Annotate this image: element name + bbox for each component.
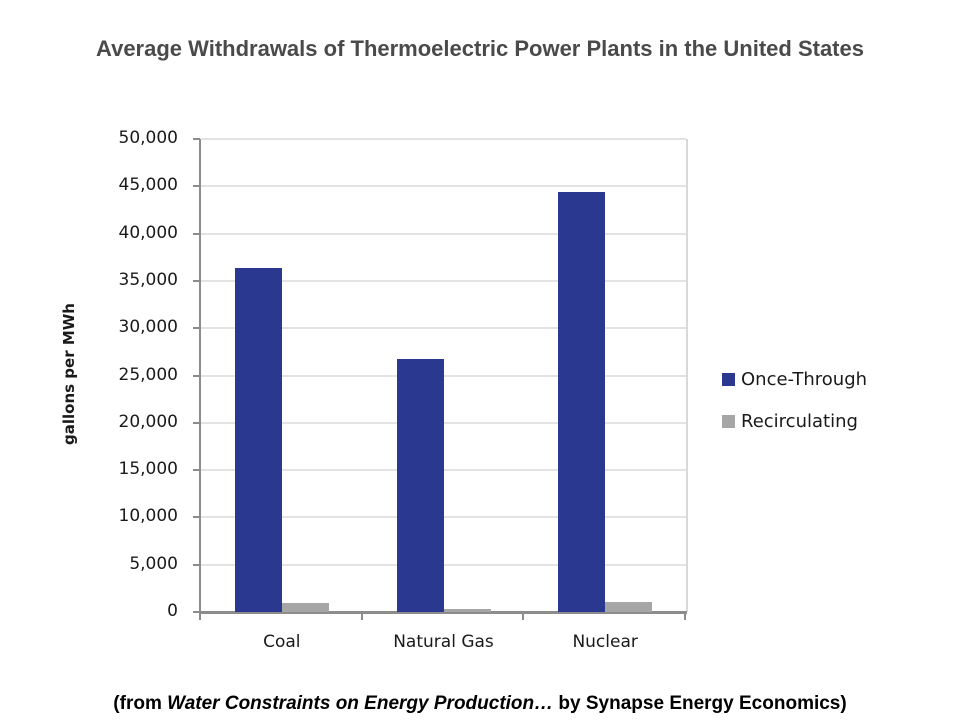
gridline — [201, 138, 686, 140]
y-tick-label: 20,000 — [118, 411, 178, 432]
gridline — [201, 327, 686, 330]
legend-label: Once-Through — [741, 368, 868, 390]
bar-coal-recirculating — [281, 602, 329, 612]
x-tick-mark — [360, 612, 363, 620]
gridline — [201, 185, 686, 188]
recirculating-swatch-icon — [722, 414, 735, 428]
y-axis-line — [199, 139, 201, 614]
legend-item-recirculating: Recirculating — [722, 400, 867, 442]
bar-nuclear-once-through — [558, 191, 606, 612]
y-tick-mark — [193, 469, 200, 472]
y-tick-label: 50,000 — [118, 128, 178, 148]
y-tick-mark — [193, 421, 200, 424]
plot-area — [201, 138, 688, 612]
y-tick-mark — [193, 611, 200, 613]
legend-label: Recirculating — [741, 410, 858, 432]
legend-item-once-through: Once-Through — [722, 358, 867, 400]
gridline — [201, 421, 686, 424]
y-tick-mark — [193, 232, 200, 235]
gridline — [201, 279, 686, 282]
bar-nuclear-recirculating — [605, 601, 653, 612]
y-tick-mark — [193, 563, 200, 566]
y-tick-mark — [193, 516, 200, 519]
bar-natural-gas-recirculating — [443, 609, 491, 612]
chart-title: Average Withdrawals of Thermoelectric Po… — [96, 36, 864, 61]
source-caption: (from Water Constraints on Energy Produc… — [113, 693, 847, 714]
x-axis-line — [199, 611, 687, 614]
gridline — [201, 563, 686, 566]
once-through-swatch-icon — [722, 372, 735, 386]
y-tick-label: 25,000 — [118, 364, 178, 385]
y-tick-label: 5,000 — [129, 553, 178, 574]
y-tick-label: 35,000 — [118, 269, 178, 290]
y-tick-mark — [193, 138, 200, 140]
gridline — [201, 516, 686, 519]
y-tick-label: 10,000 — [118, 506, 178, 527]
legend: Once-Through Recirculating — [722, 358, 867, 442]
x-tick-mark — [522, 612, 525, 620]
y-tick-label: 30,000 — [118, 317, 178, 338]
x-tick-mark — [199, 612, 201, 620]
gridline — [201, 232, 686, 235]
x-tick-mark — [684, 612, 686, 620]
y-tick-mark — [193, 374, 200, 377]
y-tick-mark — [193, 279, 200, 282]
y-tick-label: 45,000 — [118, 175, 178, 196]
gridline — [201, 374, 686, 377]
y-tick-label: 0 — [167, 601, 178, 621]
y-tick-label: 40,000 — [118, 222, 178, 243]
bar-natural-gas-once-through — [396, 359, 444, 612]
y-tick-label: 15,000 — [118, 459, 178, 480]
gridline — [201, 469, 686, 472]
y-tick-mark — [193, 327, 200, 330]
y-axis-title: gallons per MWh — [60, 303, 78, 445]
y-tick-mark — [193, 185, 200, 188]
bar-coal-once-through — [234, 267, 282, 612]
x-tick-label: Nuclear — [572, 632, 638, 652]
x-tick-label: Natural Gas — [393, 632, 494, 652]
x-tick-label: Coal — [263, 632, 301, 652]
